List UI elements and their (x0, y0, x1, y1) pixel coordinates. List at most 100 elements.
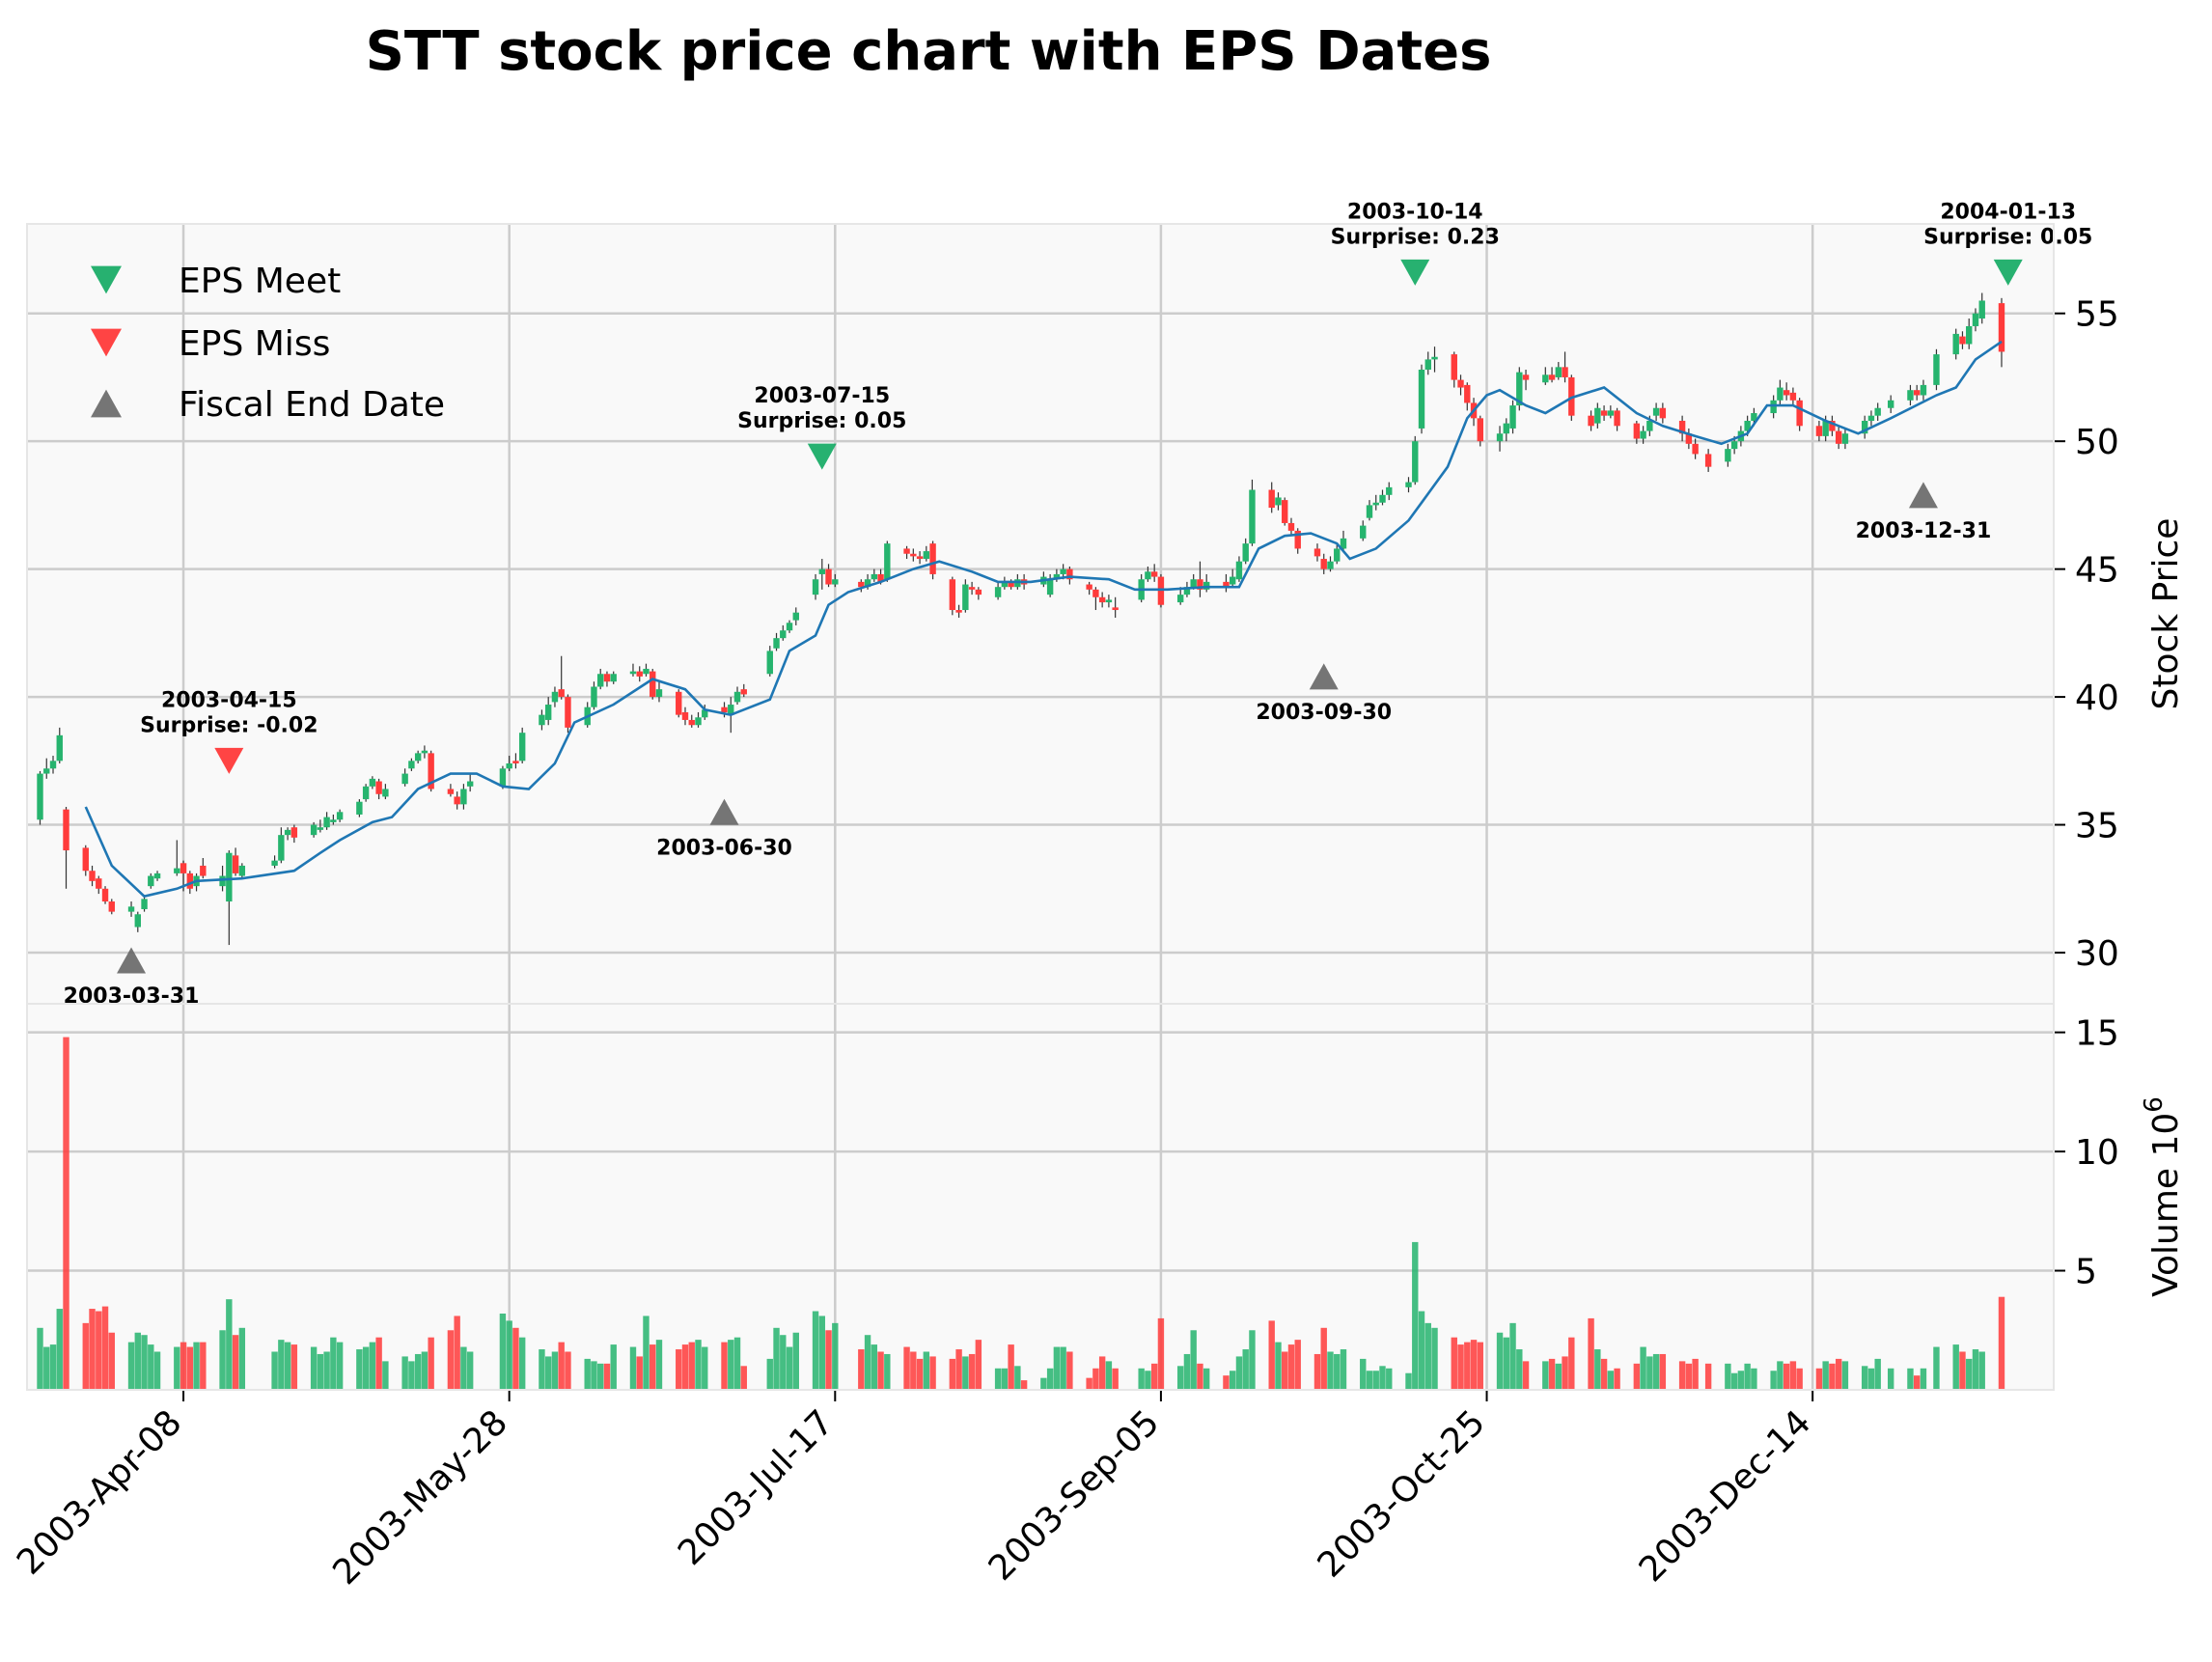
volume-bar (1294, 1340, 1301, 1390)
volume-bar (1405, 1372, 1412, 1390)
candle-body (780, 630, 787, 639)
candle-body (466, 781, 474, 787)
candle-body (134, 914, 141, 928)
candle-body (1268, 489, 1275, 509)
eps-surprise-label: Surprise: 0.23 (1331, 225, 1500, 249)
volume-bar (1522, 1361, 1530, 1390)
candle-body (43, 768, 50, 774)
candle-body (1275, 497, 1282, 506)
volume-bar (1360, 1358, 1367, 1390)
eps-surprise-label: Surprise: -0.02 (140, 713, 318, 737)
volume-bar (1829, 1363, 1836, 1390)
volume-bar (721, 1342, 728, 1390)
x-tick-label: 2003-Sep-05 (982, 1402, 1168, 1589)
volume-bar (238, 1327, 246, 1390)
volume-tick-label: 15 (2075, 1014, 2119, 1054)
candle-body (200, 865, 207, 876)
candle-body (1867, 415, 1875, 421)
volume-bar (1105, 1361, 1113, 1390)
volume-bar (49, 1344, 57, 1390)
candle-body (1150, 571, 1158, 577)
volume-bar (1562, 1356, 1568, 1390)
candle-body (955, 610, 962, 613)
candle-body (232, 855, 239, 873)
volume-bar (1737, 1371, 1745, 1390)
candle-body (629, 671, 637, 675)
candle-body (1249, 489, 1256, 544)
volume-bar (681, 1344, 689, 1390)
candle-body (1235, 561, 1243, 580)
candle-body (1360, 525, 1367, 539)
candle-body (290, 827, 298, 838)
price-tick-label: 30 (2075, 934, 2119, 974)
candle-body (414, 753, 422, 762)
candle-body (101, 888, 109, 902)
volume-bar (200, 1342, 207, 1390)
price-axis-label: Stock Price (2146, 518, 2186, 710)
volume-bar (1287, 1344, 1295, 1390)
volume-bar (1998, 1296, 2005, 1390)
volume-bar (1751, 1368, 1757, 1390)
candle-body (871, 573, 878, 580)
candle-body (643, 668, 650, 675)
volume-bar (695, 1340, 702, 1390)
price-panel-background (27, 224, 2054, 1004)
volume-bar (629, 1346, 637, 1390)
candle-body (1998, 303, 2005, 352)
volume-bar (636, 1356, 643, 1390)
volume-bar (408, 1361, 415, 1390)
candle-body (681, 711, 689, 720)
volume-bar (180, 1342, 187, 1390)
volume-bar (1334, 1353, 1341, 1390)
candle-body (1372, 502, 1379, 506)
volume-bar (1796, 1368, 1803, 1390)
candle-body (733, 691, 741, 703)
volume-bar (1098, 1356, 1106, 1390)
candle-body (565, 697, 571, 728)
eps-date-label: 2004-01-13 (1940, 200, 2076, 224)
price-tick-label: 50 (2075, 423, 2119, 462)
candle-body (1659, 407, 1667, 419)
x-tick-label: 2003-Jul-17 (671, 1402, 842, 1573)
volume-bar (1588, 1317, 1594, 1390)
volume-bar (1835, 1358, 1842, 1390)
volume-bar (499, 1313, 507, 1390)
candle-body (910, 553, 917, 557)
volume-bar (323, 1351, 330, 1390)
candle-body (284, 829, 291, 836)
candle-body (408, 761, 415, 769)
candle-body (1014, 579, 1021, 588)
volume-bar (1725, 1363, 1731, 1390)
candle-body (544, 705, 552, 720)
fiscal-end-marker (1309, 663, 1339, 690)
fiscal-end-label: 2003-03-31 (64, 984, 200, 1009)
eps-surprise-label: Surprise: 0.05 (1923, 225, 2092, 249)
candle-body (1607, 410, 1615, 416)
candle-body (1294, 530, 1301, 549)
volume-bar (1913, 1375, 1921, 1390)
candle-body (226, 852, 233, 902)
candle-body (858, 581, 865, 588)
candle-body (1966, 325, 1973, 345)
candle-body (1600, 410, 1608, 416)
volume-bar (356, 1349, 363, 1390)
candle-body (1287, 522, 1295, 531)
volume-bar (1692, 1358, 1699, 1390)
candle-body (812, 579, 819, 596)
candle-body (238, 865, 246, 876)
candle-body (1594, 407, 1601, 424)
legend-marker (91, 265, 122, 294)
legend-label: Fiscal End Date (179, 385, 445, 425)
volume-bar (518, 1337, 526, 1390)
volume-bar (1861, 1366, 1868, 1390)
volume-bar (186, 1346, 194, 1390)
volume-bar (1418, 1311, 1425, 1390)
volume-bar (1451, 1337, 1457, 1390)
candle-body (994, 587, 1002, 597)
volume-bar (1008, 1344, 1014, 1390)
volume-bar (591, 1361, 597, 1390)
candle-body (1887, 400, 1894, 408)
candle-body (1379, 494, 1386, 503)
volume-bar (1457, 1344, 1464, 1390)
candle-body (148, 875, 154, 887)
